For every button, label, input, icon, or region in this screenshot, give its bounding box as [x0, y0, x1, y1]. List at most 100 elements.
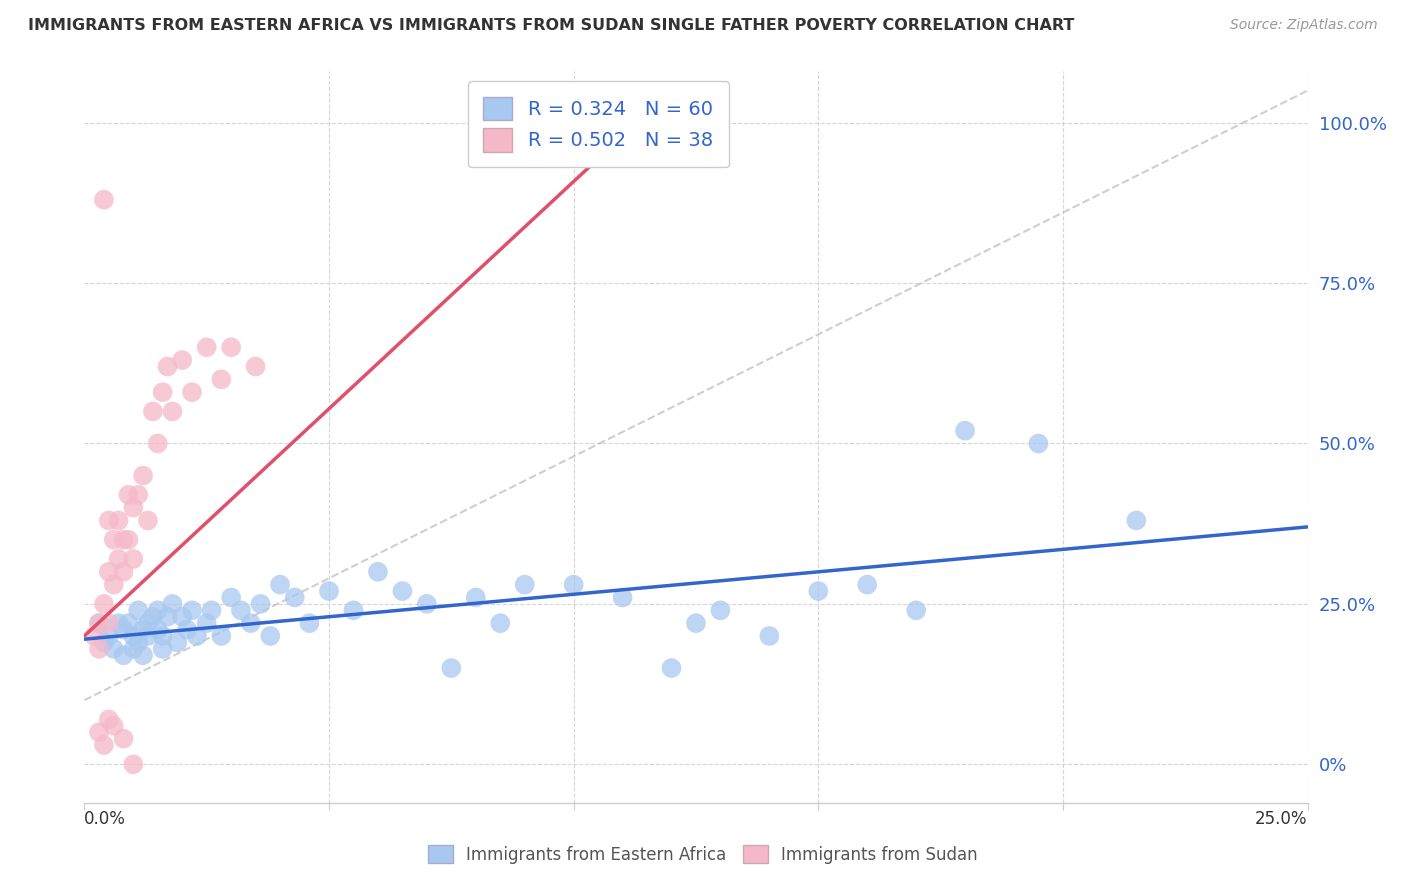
- Point: [318, 584, 340, 599]
- Point: [136, 629, 159, 643]
- Point: [132, 648, 155, 663]
- Point: [513, 577, 536, 591]
- Point: [112, 565, 135, 579]
- Point: [136, 514, 159, 528]
- Point: [685, 616, 707, 631]
- Point: [807, 584, 830, 599]
- Point: [142, 404, 165, 418]
- Point: [1125, 514, 1147, 528]
- Point: [342, 603, 364, 617]
- Point: [122, 629, 145, 643]
- Point: [562, 577, 585, 591]
- Point: [156, 609, 179, 624]
- Point: [112, 731, 135, 746]
- Point: [112, 623, 135, 637]
- Point: [107, 552, 129, 566]
- Point: [284, 591, 307, 605]
- Point: [612, 591, 634, 605]
- Point: [127, 488, 149, 502]
- Point: [172, 609, 194, 624]
- Text: IMMIGRANTS FROM EASTERN AFRICA VS IMMIGRANTS FROM SUDAN SINGLE FATHER POVERTY CO: IMMIGRANTS FROM EASTERN AFRICA VS IMMIGR…: [28, 18, 1074, 33]
- Point: [97, 514, 120, 528]
- Point: [259, 629, 281, 643]
- Point: [93, 635, 115, 649]
- Point: [186, 629, 208, 643]
- Point: [87, 616, 110, 631]
- Point: [219, 340, 242, 354]
- Point: [209, 372, 232, 386]
- Legend: R = 0.324   N = 60, R = 0.502   N = 38: R = 0.324 N = 60, R = 0.502 N = 38: [468, 81, 728, 168]
- Point: [229, 603, 252, 617]
- Point: [953, 424, 976, 438]
- Point: [856, 577, 879, 591]
- Point: [107, 616, 129, 631]
- Point: [249, 597, 271, 611]
- Point: [416, 597, 439, 611]
- Point: [122, 552, 145, 566]
- Point: [103, 719, 125, 733]
- Point: [103, 533, 125, 547]
- Point: [709, 603, 731, 617]
- Point: [162, 404, 184, 418]
- Point: [195, 616, 218, 631]
- Point: [87, 616, 110, 631]
- Point: [152, 629, 174, 643]
- Point: [93, 193, 115, 207]
- Point: [758, 629, 780, 643]
- Point: [245, 359, 267, 374]
- Point: [127, 635, 149, 649]
- Point: [367, 565, 389, 579]
- Point: [97, 712, 120, 726]
- Point: [97, 629, 120, 643]
- Point: [87, 641, 110, 656]
- Point: [122, 500, 145, 515]
- Point: [97, 565, 120, 579]
- Point: [195, 340, 218, 354]
- Point: [83, 629, 105, 643]
- Point: [269, 577, 291, 591]
- Point: [440, 661, 463, 675]
- Point: [146, 436, 169, 450]
- Point: [132, 623, 155, 637]
- Point: [905, 603, 928, 617]
- Point: [112, 533, 135, 547]
- Point: [117, 616, 139, 631]
- Point: [146, 623, 169, 637]
- Point: [219, 591, 242, 605]
- Point: [122, 757, 145, 772]
- Point: [166, 635, 188, 649]
- Point: [181, 603, 204, 617]
- Point: [103, 577, 125, 591]
- Point: [1028, 436, 1050, 450]
- Point: [200, 603, 222, 617]
- Point: [93, 597, 115, 611]
- Text: Source: ZipAtlas.com: Source: ZipAtlas.com: [1230, 18, 1378, 32]
- Point: [298, 616, 321, 631]
- Point: [239, 616, 262, 631]
- Point: [156, 359, 179, 374]
- Y-axis label: Single Father Poverty: Single Father Poverty: [0, 349, 8, 525]
- Point: [136, 616, 159, 631]
- Point: [127, 603, 149, 617]
- Legend: Immigrants from Eastern Africa, Immigrants from Sudan: Immigrants from Eastern Africa, Immigran…: [422, 838, 984, 871]
- Point: [146, 603, 169, 617]
- Text: 25.0%: 25.0%: [1256, 811, 1308, 829]
- Point: [107, 514, 129, 528]
- Point: [97, 616, 120, 631]
- Point: [117, 533, 139, 547]
- Point: [152, 385, 174, 400]
- Point: [391, 584, 413, 599]
- Point: [132, 468, 155, 483]
- Point: [87, 725, 110, 739]
- Point: [142, 609, 165, 624]
- Point: [162, 597, 184, 611]
- Point: [103, 641, 125, 656]
- Point: [122, 641, 145, 656]
- Point: [209, 629, 232, 643]
- Point: [181, 385, 204, 400]
- Point: [464, 591, 486, 605]
- Point: [152, 641, 174, 656]
- Point: [661, 661, 683, 675]
- Point: [117, 488, 139, 502]
- Text: 0.0%: 0.0%: [84, 811, 127, 829]
